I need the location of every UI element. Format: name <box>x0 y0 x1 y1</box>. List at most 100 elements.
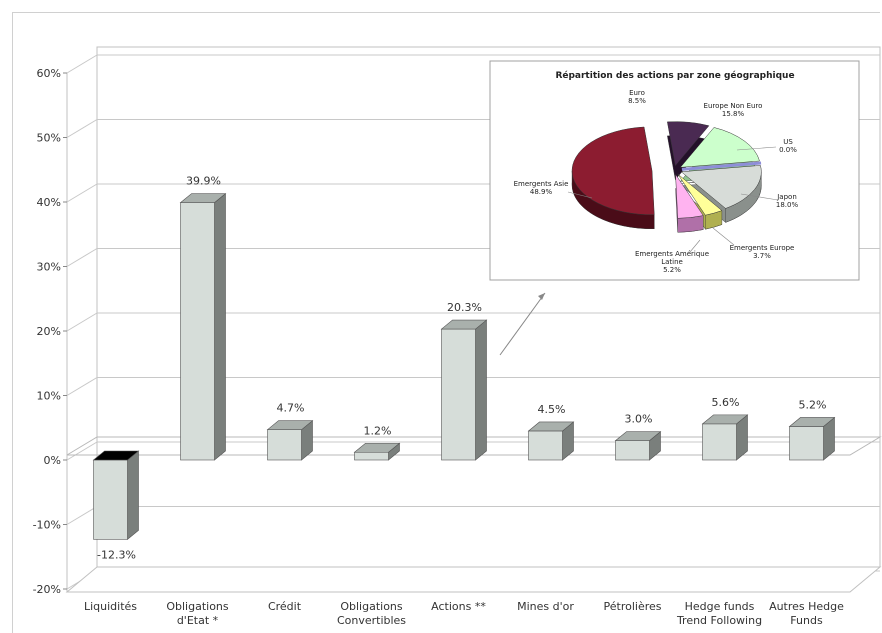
pie-leader-line <box>736 146 777 151</box>
bar-top <box>701 414 749 425</box>
grid-line-diag <box>66 183 98 203</box>
bar-value-label: -12.3% <box>97 548 136 561</box>
x-tick-label: Hedge funds <box>685 600 755 613</box>
bar: 3.0% <box>614 413 662 461</box>
bar: 39.9% <box>179 175 227 461</box>
zero-plane-edge <box>66 436 882 456</box>
floor <box>65 566 882 593</box>
bar: 5.2% <box>788 398 836 461</box>
pie-inset: Répartition des actions par zone géograp… <box>489 60 860 281</box>
y-tick-label: 50% <box>37 132 61 145</box>
bar-value-label: 4.7% <box>277 402 305 415</box>
grid-line-diag <box>66 506 98 525</box>
y-tick-label: 40% <box>37 196 61 209</box>
x-tick-label: Liquidités <box>84 600 137 613</box>
x-tick-label: Autres Hedge <box>769 600 844 613</box>
pie-slice-value: 3.7% <box>753 252 771 260</box>
y-tick-label: 60% <box>37 67 61 80</box>
bar-front <box>441 328 476 461</box>
pie-slice-label: Emergents Amérique <box>635 250 709 258</box>
bar-side <box>475 319 487 461</box>
bar-side <box>127 450 139 540</box>
bar: 4.7% <box>266 402 314 461</box>
bar: 5.6% <box>701 396 749 461</box>
y-tick-label: 30% <box>37 261 61 274</box>
bar-front <box>354 451 389 461</box>
bar: -12.3% <box>92 450 140 561</box>
x-tick-label: Actions ** <box>431 600 486 613</box>
bar-top <box>440 319 488 330</box>
bar-value-label: 39.9% <box>186 175 221 188</box>
pie-slice-label: Emergents Asie <box>514 180 569 188</box>
bar-top <box>179 193 227 203</box>
grid-line-diag <box>66 377 98 396</box>
bar: 4.5% <box>527 403 575 461</box>
pie-slice-value: 18.0% <box>776 201 799 209</box>
bar-top <box>788 417 836 427</box>
bar-top <box>614 431 662 441</box>
grid-line-diag <box>66 248 98 267</box>
pie-slice-value: 15.8% <box>722 110 745 118</box>
bar-value-label: 20.3% <box>447 301 482 314</box>
pie-leader-line <box>712 227 735 246</box>
pie-slice-value: 8.5% <box>628 97 646 105</box>
chart-frame <box>12 12 880 633</box>
bar-side <box>214 193 226 461</box>
y-tick-label: 0% <box>44 454 61 467</box>
grid-line-diag <box>66 312 98 332</box>
bar-front <box>528 430 563 461</box>
x-tick-label: Trend Following <box>676 614 762 627</box>
y-tick-label: -10% <box>33 519 61 532</box>
grid-line-diag <box>66 54 98 74</box>
bar-value-label: 3.0% <box>625 413 653 426</box>
pie-slice-value: 5.2% <box>663 266 681 274</box>
pie-slice-label: Emergents Europe <box>730 244 795 252</box>
bar: 20.3% <box>440 301 488 461</box>
bar-top <box>266 420 314 430</box>
bar: 1.2% <box>353 424 401 461</box>
bar-top <box>353 442 401 453</box>
x-tick-label: Mines d'or <box>517 600 574 613</box>
bar-front <box>267 429 302 461</box>
pie-slice <box>571 126 655 216</box>
pie-title: Répartition des actions par zone géograp… <box>555 70 794 81</box>
bar-front <box>615 440 650 461</box>
x-tick-label: Convertibles <box>337 614 406 627</box>
pie-slice-label: Japon <box>776 193 797 201</box>
grid-line-diag <box>66 441 98 461</box>
pie-slice <box>679 127 760 168</box>
pie-leader-line <box>567 191 593 199</box>
pie-slice-value: 48.9% <box>530 188 553 196</box>
y-tick-label: 10% <box>37 390 61 403</box>
bar-top <box>92 450 140 461</box>
x-tick-label: Obligations <box>166 600 229 613</box>
callout-arrowhead <box>538 293 545 300</box>
grid-line-diag <box>66 119 98 138</box>
pie-slice-value: 0.0% <box>779 146 797 154</box>
pie-leader-line <box>689 239 701 253</box>
pie-slice <box>667 121 710 167</box>
bar-front <box>702 423 737 461</box>
x-tick-label: Funds <box>790 614 823 627</box>
y-tick-label: 20% <box>37 325 61 338</box>
bar-top <box>527 421 575 432</box>
pie-leader-line <box>740 193 779 201</box>
pie-slice-label: Euro <box>629 89 645 97</box>
x-tick-label: Pétrolières <box>604 600 662 613</box>
x-tick-label: d'Etat * <box>177 614 219 627</box>
pie-slice-label: Latine <box>661 258 683 266</box>
pie-slice <box>675 173 704 219</box>
pie-slice-label: Europe Non Euro <box>704 102 763 110</box>
y-tick-label: -20% <box>33 583 61 596</box>
bar-value-label: 5.2% <box>799 398 827 411</box>
pie-slice-label: US <box>783 138 793 146</box>
bar-front <box>180 202 215 461</box>
bar-value-label: 5.6% <box>712 396 740 409</box>
bar-value-label: 1.2% <box>364 424 392 437</box>
callout-arrow <box>499 292 546 356</box>
x-tick-label: Crédit <box>268 600 302 613</box>
bar-front <box>93 459 128 540</box>
bar-value-label: 4.5% <box>538 403 566 416</box>
x-tick-label: Obligations <box>340 600 403 613</box>
